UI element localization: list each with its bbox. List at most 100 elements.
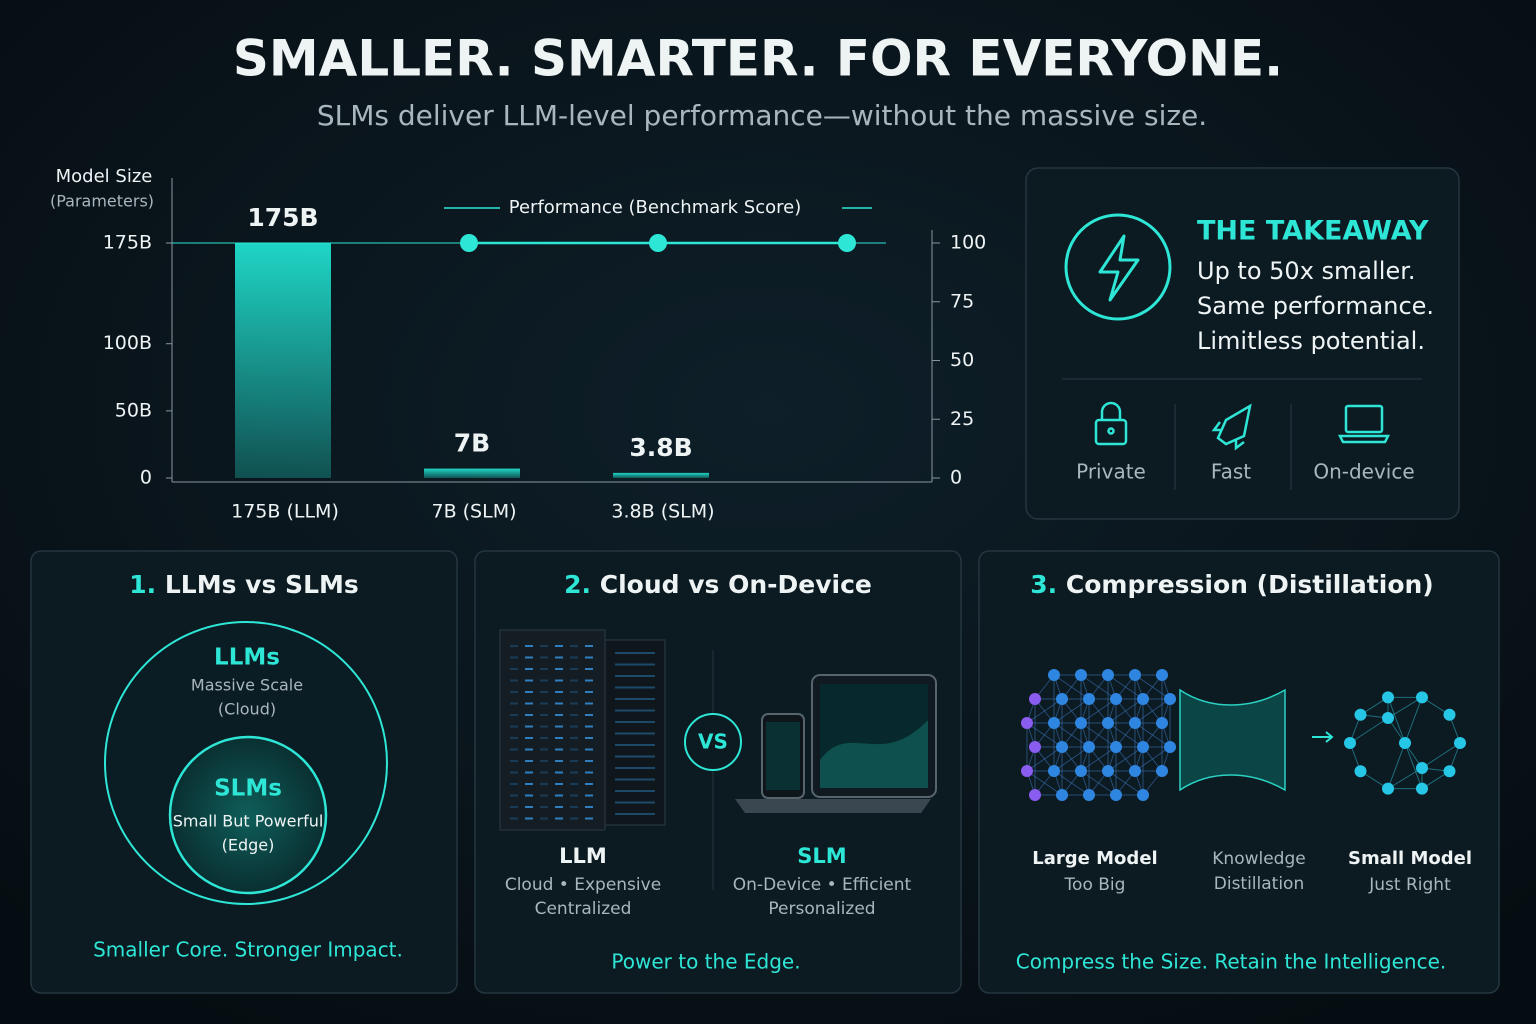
network-node [1110, 693, 1122, 705]
rack-light [615, 755, 655, 758]
rack-light [540, 817, 548, 820]
rack-light [615, 652, 655, 654]
page-subtitle: SLMs deliver LLM-level performance—witho… [317, 99, 1207, 132]
network-node [1029, 789, 1041, 801]
rack-light [525, 645, 533, 647]
rack-light [510, 645, 518, 647]
panel-number: 3. [1030, 570, 1057, 599]
y-tick-label: 175B [103, 232, 152, 254]
rack-light [555, 794, 563, 797]
y-axis-title: Model Size [56, 166, 153, 187]
y2-tick-label: 0 [950, 467, 962, 489]
y-tick-label: 100B [103, 332, 152, 354]
network-link [1026, 698, 1063, 724]
rack-light [570, 679, 578, 682]
network-node [1102, 717, 1114, 729]
rack-light [615, 721, 655, 723]
rack-light [615, 767, 655, 769]
rack-light [570, 817, 578, 820]
page-title: SMALLER. SMARTER. FOR EVERYONE. [233, 30, 1283, 88]
rack-light [615, 790, 655, 792]
rack-light [585, 817, 593, 820]
rack-light [540, 783, 548, 785]
network-node [1048, 669, 1060, 681]
network-node [1021, 765, 1033, 777]
network-node [1137, 693, 1149, 705]
takeaway-line: Limitless potential. [1197, 327, 1425, 355]
y2-tick-label: 25 [950, 408, 974, 430]
rack-light [510, 748, 518, 751]
model-sub: Too Big [1064, 875, 1126, 895]
network-node [1129, 717, 1141, 729]
rack-light [540, 645, 548, 647]
rack-light [525, 794, 533, 797]
network-node [1029, 741, 1041, 753]
vs-label: VS [698, 730, 728, 754]
rack-light [555, 771, 563, 774]
value-label: 3.8B [629, 433, 692, 462]
rack-light [615, 778, 655, 781]
model-text: Distillation [1214, 874, 1305, 894]
panel-footer: Compress the Size. Retain the Intelligen… [1016, 950, 1447, 974]
vs-circle [684, 713, 742, 771]
rack-light [510, 783, 518, 785]
rack-light [510, 771, 518, 774]
compare-text: Cloud • Expensive [505, 875, 661, 895]
rack-light [510, 817, 518, 820]
model-sub: Just Right [1368, 875, 1451, 895]
circle-text: (Cloud) [218, 700, 276, 719]
rack-light [540, 794, 548, 797]
network-link [1080, 746, 1117, 772]
panel-number: 1. [129, 570, 156, 599]
rack-light [540, 725, 548, 728]
rack-light [525, 760, 533, 762]
rack-light [525, 679, 533, 682]
rack-light [555, 702, 563, 705]
takeaway-line: Up to 50x smaller. [1197, 257, 1416, 285]
network-node [1156, 717, 1168, 729]
x-tick-label: 7B (SLM) [431, 501, 516, 523]
network-node [1443, 765, 1456, 778]
rack-light [540, 771, 548, 774]
network-link [1387, 767, 1423, 790]
rack-light [615, 744, 655, 746]
network-node [1382, 782, 1395, 795]
performance-point [460, 234, 478, 252]
bar [424, 468, 520, 478]
network-link [1134, 698, 1171, 724]
rack-light [570, 714, 578, 716]
network-node [1075, 765, 1087, 777]
rack-light [615, 709, 655, 712]
rack-light [555, 679, 563, 682]
panel-title-text: Compression (Distillation) [1066, 570, 1434, 599]
rack-light [510, 737, 518, 739]
model-title: Small Model [1348, 848, 1472, 869]
performance-point [838, 234, 856, 252]
rack-light [525, 725, 533, 728]
rack-light [570, 656, 578, 659]
rack-light [525, 817, 533, 820]
rack-light [585, 656, 593, 659]
rack-light [510, 668, 518, 670]
network-link [1404, 697, 1423, 744]
rack-light [525, 806, 533, 808]
network-node [1083, 741, 1095, 753]
bolt-icon-ring [1064, 213, 1172, 321]
network-node [1415, 691, 1428, 704]
rack-light [525, 771, 533, 774]
network-node [1164, 741, 1176, 753]
rack-light [540, 702, 548, 705]
network-node [1083, 789, 1095, 801]
rack-light [510, 679, 518, 682]
takeaway-title: THE TAKEAWAY [1197, 216, 1429, 247]
rack-light [570, 702, 578, 705]
rack-light [585, 771, 593, 774]
network-node [1048, 717, 1060, 729]
performance-point [649, 234, 667, 252]
rack-light [525, 691, 533, 693]
rack-light [540, 656, 548, 659]
rack-light [555, 645, 563, 647]
rack-light [540, 737, 548, 739]
model-title: Large Model [1032, 848, 1157, 869]
panel-footer: Smaller Core. Stronger Impact. [93, 938, 403, 962]
